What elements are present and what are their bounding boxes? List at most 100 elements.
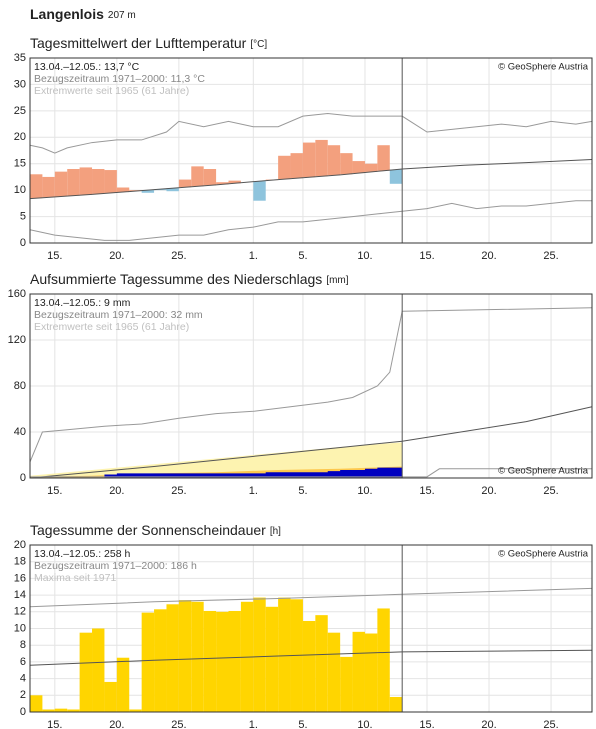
station: Langenlois [30, 6, 104, 22]
line [30, 468, 592, 478]
title-unit: [mm] [326, 275, 348, 286]
bar [278, 597, 291, 712]
bar [253, 181, 266, 201]
bar [30, 174, 43, 199]
bar [389, 169, 403, 184]
bar [203, 610, 217, 712]
y-tick-label: 0 [20, 472, 26, 484]
bar [116, 187, 130, 192]
bar [129, 709, 142, 712]
x-tick-label: 25. [171, 485, 186, 497]
copyright: © GeoSphere Austria [498, 62, 589, 73]
y-tick-label: 16 [14, 572, 26, 584]
y-tick-label: 4 [20, 673, 26, 685]
bar [178, 179, 192, 188]
bar [340, 656, 353, 712]
x-tick-label: 1. [249, 485, 258, 497]
y-tick-label: 40 [14, 426, 26, 438]
bar [265, 606, 279, 712]
x-tick-label: 25. [171, 719, 186, 729]
y-tick-label: 18 [14, 556, 26, 568]
plot-frame [29, 293, 593, 479]
bar [54, 708, 68, 712]
y-tick-label: 25 [14, 105, 26, 117]
copyright: © GeoSphere Austria [498, 549, 589, 560]
x-tick-label: 20. [481, 485, 496, 497]
bar [352, 161, 365, 174]
bar [191, 166, 204, 187]
bar [166, 604, 179, 712]
y-tick-label: 0 [20, 237, 26, 249]
y-tick-label: 5 [20, 210, 26, 222]
bar [178, 600, 192, 712]
line [29, 649, 593, 666]
line [29, 406, 593, 479]
title-text: Tagessumme der Sonnenscheindauer [30, 522, 266, 538]
bar [154, 609, 167, 712]
chart-title: Aufsummierte Tagessumme des Niederschlag… [30, 271, 349, 287]
x-tick-label: 15. [47, 485, 62, 497]
line [29, 307, 593, 463]
title-text: Tagesmittelwert der Lufttemperatur [30, 35, 247, 51]
header: Langenlois 207 m [30, 6, 136, 22]
bar [104, 170, 117, 193]
x-tick-label: 15. [419, 485, 434, 497]
x-tick-label: 15. [47, 250, 62, 262]
bar [141, 612, 155, 712]
bar [327, 145, 341, 176]
line [29, 200, 592, 241]
x-tick-label: 15. [419, 719, 434, 729]
x-tick-label: 20. [109, 250, 124, 262]
info-text: Maxima seit 1971 [34, 572, 116, 584]
bar [278, 155, 291, 180]
bar [166, 188, 179, 192]
x-tick-label: 20. [481, 250, 496, 262]
bar [42, 709, 55, 712]
bar [54, 171, 68, 197]
bar [389, 696, 403, 712]
y-tick-label: 15 [14, 158, 26, 170]
line [29, 158, 593, 200]
bar [141, 190, 155, 193]
bar [327, 632, 341, 712]
y-tick-label: 12 [14, 606, 26, 618]
bar [216, 182, 229, 185]
plot-frame [29, 544, 593, 713]
bar [116, 657, 130, 712]
precip-area [30, 467, 403, 478]
y-tick-label: 160 [8, 288, 26, 300]
info-text: Bezugszeitraum 1971–2000: 11,3 °C [34, 73, 205, 85]
x-tick-label: 5. [298, 485, 307, 497]
bar [364, 633, 378, 712]
line [29, 587, 593, 608]
bar [253, 597, 266, 712]
x-tick-label: 5. [298, 250, 307, 262]
y-tick-label: 120 [8, 334, 26, 346]
bar [315, 139, 328, 177]
x-tick-label: 25. [171, 250, 186, 262]
y-tick-label: 0 [20, 706, 26, 718]
bar [42, 176, 55, 198]
title-unit: [h] [270, 526, 281, 537]
bar [104, 681, 117, 712]
info-text: 13.04.–12.05.: 9 mm [34, 297, 131, 309]
x-tick-label: 10. [357, 485, 372, 497]
bar [364, 163, 378, 172]
elevation: 207 m [108, 10, 136, 21]
bar [79, 167, 93, 195]
x-tick-label: 1. [249, 719, 258, 729]
info-text: 13.04.–12.05.: 258 h [34, 548, 130, 560]
info-text: Bezugszeitraum 1971–2000: 32 mm [34, 309, 203, 321]
bar [154, 189, 167, 191]
bar [203, 169, 217, 186]
x-tick-label: 25. [543, 719, 558, 729]
bar [377, 145, 390, 171]
bar [377, 608, 390, 712]
x-tick-label: 20. [481, 719, 496, 729]
chart-title: Tagessumme der Sonnenscheindauer [h] [30, 522, 281, 538]
bar [67, 169, 80, 196]
y-tick-label: 10 [14, 622, 26, 634]
bar [67, 709, 80, 712]
info-text: Extremwerte seit 1965 (61 Jahre) [34, 85, 189, 97]
bar [290, 153, 303, 179]
